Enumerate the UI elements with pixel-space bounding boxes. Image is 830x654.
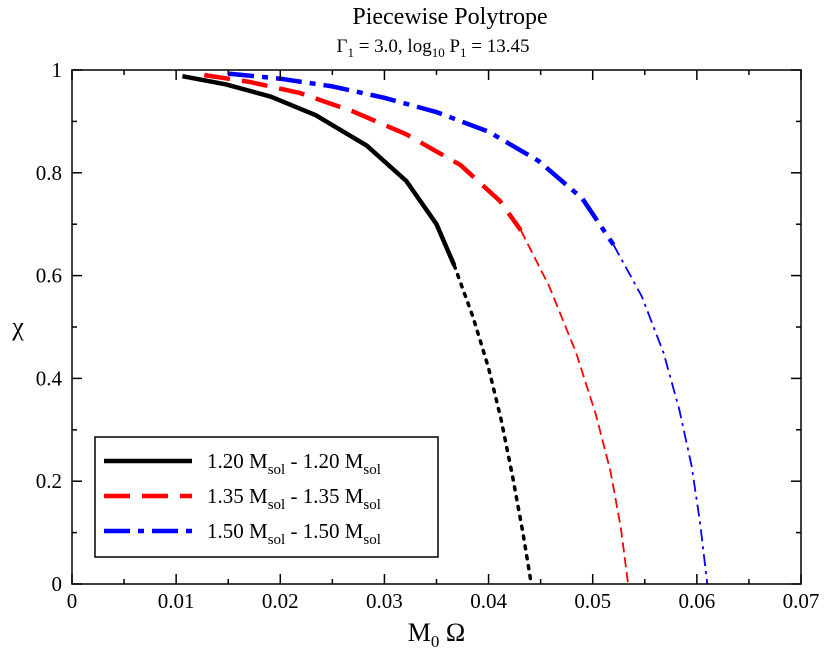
y-tick-label: 0.6 bbox=[36, 264, 62, 288]
legend-label-part: - 1.35 M bbox=[285, 484, 363, 508]
x-axis-label-rest: Ω bbox=[439, 618, 465, 647]
x-tick-label: 0.05 bbox=[574, 589, 611, 613]
y-tick-label: 1 bbox=[52, 58, 63, 82]
y-tick-label: 0.4 bbox=[36, 366, 63, 390]
legend-label-part: 1.35 M bbox=[207, 484, 268, 508]
y-tick-label: 0.2 bbox=[36, 469, 62, 493]
series-extension-2 bbox=[520, 229, 629, 585]
x-tick-label: 0.06 bbox=[678, 589, 715, 613]
chart-title: Piecewise Polytrope bbox=[352, 4, 547, 30]
subtitle-p-symbol: P bbox=[445, 36, 460, 57]
x-axis-label-main: M bbox=[408, 618, 431, 647]
x-tick-label: 0.02 bbox=[262, 589, 299, 613]
legend-label-2: 1.35 Msol - 1.35 Msol bbox=[207, 484, 381, 513]
legend-label-part: sol bbox=[363, 497, 381, 513]
legend-label-part: 1.20 M bbox=[207, 449, 268, 473]
x-axis-label: M0 Ω bbox=[408, 618, 465, 651]
legend-label-part: - 1.20 M bbox=[285, 449, 363, 473]
subtitle-gamma-value: = 3.0, log bbox=[354, 36, 432, 57]
series-line-1 bbox=[181, 73, 457, 267]
legend-label-part: sol bbox=[363, 462, 381, 478]
y-tick-label: 0.8 bbox=[36, 161, 62, 185]
y-axis-label: χ bbox=[11, 312, 24, 341]
chart-subtitle: Γ1 = 3.0, log10 P1 = 13.45 bbox=[336, 36, 529, 60]
series-line-3 bbox=[227, 71, 616, 247]
legend-label-part: sol bbox=[268, 462, 286, 478]
legend-label-part: 1.50 M bbox=[207, 519, 268, 543]
x-tick-label: 0.03 bbox=[366, 589, 403, 613]
plot-frame bbox=[71, 69, 802, 585]
x-tick-label: 0 bbox=[67, 589, 78, 613]
ticks-layer: 0 0.01 0.02 0.03 0.04 0.05 0.06 0.07 0 0.2 0.4 0.6 0… bbox=[36, 58, 820, 613]
chart-title-group: Piecewise Polytrope Γ1 = 3.0, log10 P1 =… bbox=[336, 4, 547, 60]
legend-label-3: 1.50 Msol - 1.50 Msol bbox=[207, 519, 381, 548]
y-tick-label: 0 bbox=[52, 572, 63, 596]
series-line-2 bbox=[203, 72, 523, 232]
series-extension-1 bbox=[452, 263, 534, 586]
legend-label-1: 1.20 Msol - 1.20 Msol bbox=[207, 449, 381, 478]
x-tick-label: 0.04 bbox=[470, 589, 507, 613]
subtitle-p-sub: 1 bbox=[460, 45, 467, 60]
series-extension-3 bbox=[612, 244, 709, 585]
subtitle-gamma-symbol: Γ bbox=[336, 36, 347, 57]
x-axis-label-sub: 0 bbox=[431, 632, 440, 651]
legend-label-part: sol bbox=[268, 497, 286, 513]
legend-label-part: sol bbox=[363, 532, 381, 548]
x-tick-label: 0.01 bbox=[158, 589, 195, 613]
subtitle-p-value: = 13.45 bbox=[467, 36, 530, 57]
x-tick-label: 0.07 bbox=[783, 589, 820, 613]
subtitle-gamma-sub: 1 bbox=[347, 45, 354, 60]
legend-label-part: sol bbox=[268, 532, 286, 548]
series-layer bbox=[181, 71, 709, 586]
subtitle-log-sub: 10 bbox=[432, 45, 445, 60]
legend-label-part: - 1.50 M bbox=[285, 519, 363, 543]
